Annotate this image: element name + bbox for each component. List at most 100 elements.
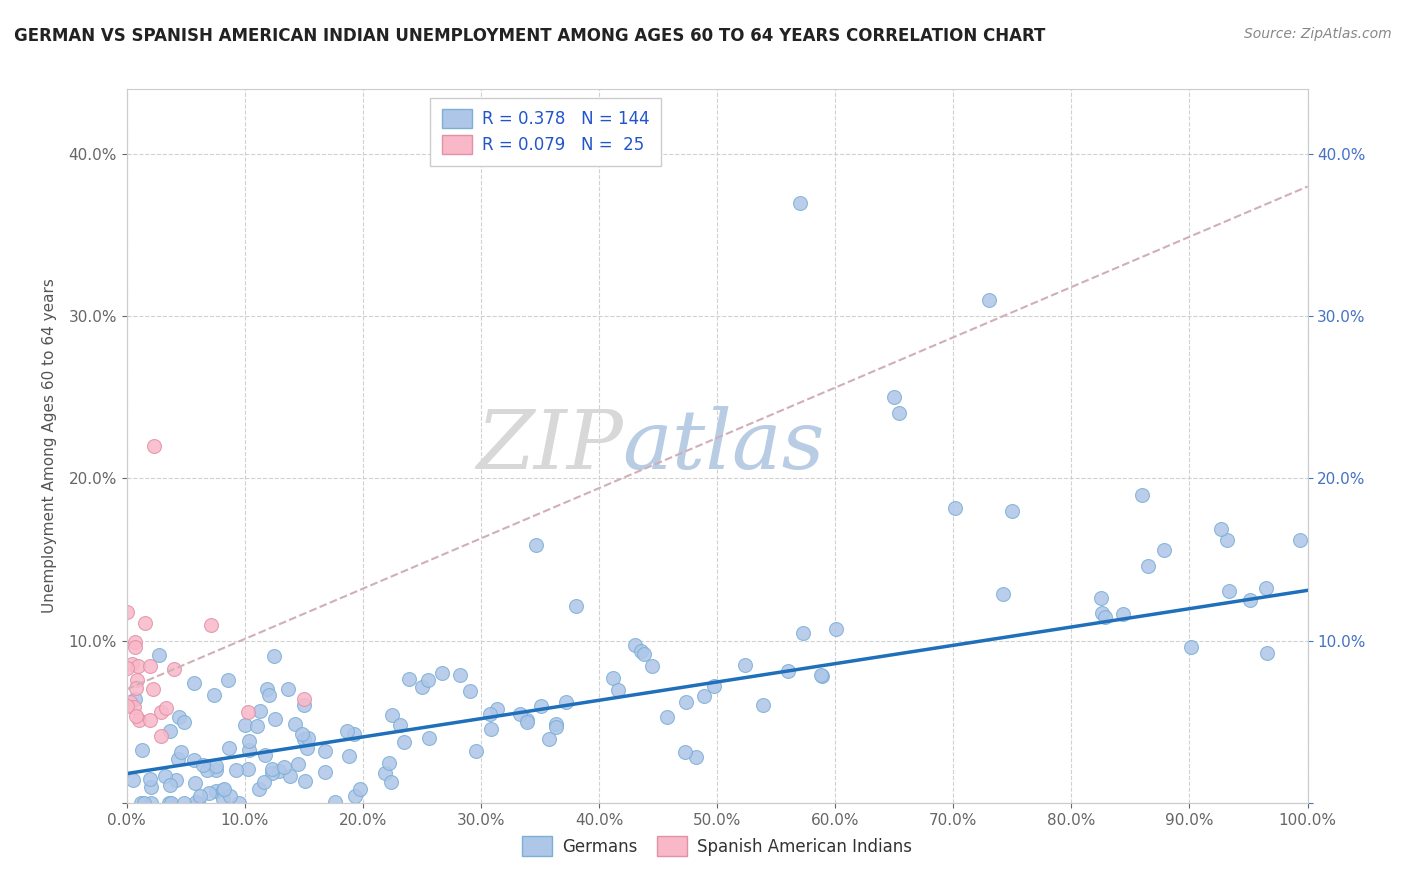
Point bbox=[183, 753, 205, 767]
Point bbox=[159, 724, 181, 739]
Point bbox=[485, 702, 508, 716]
Point bbox=[530, 699, 553, 714]
Point bbox=[1211, 522, 1233, 536]
Point bbox=[789, 195, 811, 210]
Point bbox=[173, 715, 195, 730]
Point bbox=[336, 723, 359, 738]
Point bbox=[544, 720, 567, 734]
Point bbox=[993, 587, 1015, 601]
Point bbox=[212, 782, 235, 797]
Point bbox=[1001, 504, 1024, 518]
Point bbox=[349, 782, 371, 797]
Point bbox=[1136, 558, 1159, 573]
Point bbox=[607, 683, 630, 698]
Point bbox=[159, 796, 181, 810]
Point bbox=[205, 759, 228, 773]
Point bbox=[630, 644, 652, 658]
Point bbox=[195, 763, 218, 777]
Point bbox=[121, 657, 143, 671]
Point bbox=[267, 764, 290, 778]
Point bbox=[127, 659, 149, 673]
Text: atlas: atlas bbox=[623, 406, 825, 486]
Point bbox=[297, 731, 319, 745]
Point bbox=[167, 710, 190, 724]
Point bbox=[125, 673, 148, 687]
Point bbox=[142, 439, 165, 453]
Point bbox=[173, 796, 195, 810]
Point bbox=[153, 769, 176, 783]
Point bbox=[292, 692, 315, 706]
Point bbox=[256, 682, 278, 697]
Point bbox=[238, 743, 260, 757]
Point bbox=[392, 735, 415, 749]
Point bbox=[1153, 543, 1175, 558]
Point bbox=[228, 796, 250, 810]
Point bbox=[254, 748, 277, 763]
Point bbox=[202, 688, 225, 702]
Point bbox=[449, 668, 471, 682]
Point bbox=[284, 716, 307, 731]
Point bbox=[157, 796, 180, 810]
Point bbox=[259, 689, 281, 703]
Point bbox=[673, 745, 696, 759]
Point bbox=[238, 762, 260, 776]
Point bbox=[238, 706, 260, 720]
Point bbox=[751, 698, 773, 713]
Point bbox=[139, 713, 162, 727]
Point bbox=[685, 750, 707, 764]
Point bbox=[139, 796, 162, 810]
Point bbox=[339, 749, 361, 764]
Point bbox=[278, 769, 301, 783]
Point bbox=[260, 766, 283, 780]
Point bbox=[165, 773, 187, 788]
Point bbox=[238, 734, 260, 748]
Point bbox=[200, 617, 222, 632]
Point bbox=[411, 680, 433, 694]
Point bbox=[1094, 610, 1116, 624]
Point bbox=[115, 605, 138, 619]
Point bbox=[142, 682, 165, 697]
Point bbox=[655, 710, 678, 724]
Point bbox=[734, 658, 756, 673]
Text: GERMAN VS SPANISH AMERICAN INDIAN UNEMPLOYMENT AMONG AGES 60 TO 64 YEARS CORRELA: GERMAN VS SPANISH AMERICAN INDIAN UNEMPL… bbox=[14, 27, 1046, 45]
Point bbox=[1256, 646, 1278, 660]
Point bbox=[233, 718, 256, 732]
Point bbox=[253, 774, 276, 789]
Point bbox=[378, 756, 401, 771]
Point bbox=[186, 795, 208, 809]
Point bbox=[416, 673, 439, 687]
Point bbox=[124, 700, 146, 714]
Point bbox=[124, 635, 146, 649]
Point bbox=[150, 705, 173, 719]
Point bbox=[167, 751, 190, 765]
Point bbox=[478, 707, 501, 722]
Point bbox=[115, 699, 138, 714]
Point bbox=[262, 762, 284, 776]
Point bbox=[1091, 606, 1114, 620]
Point bbox=[516, 715, 538, 730]
Point bbox=[516, 713, 538, 727]
Point bbox=[247, 782, 270, 797]
Text: ZIP: ZIP bbox=[475, 406, 623, 486]
Point bbox=[325, 796, 347, 810]
Point bbox=[131, 743, 153, 757]
Point bbox=[294, 774, 316, 789]
Point bbox=[125, 681, 148, 695]
Point bbox=[374, 766, 396, 780]
Point bbox=[389, 718, 412, 732]
Point bbox=[343, 727, 366, 741]
Point bbox=[623, 638, 645, 652]
Point bbox=[693, 689, 716, 703]
Point bbox=[460, 684, 482, 698]
Point bbox=[155, 701, 177, 715]
Point bbox=[134, 615, 156, 630]
Point bbox=[263, 712, 285, 726]
Point bbox=[184, 776, 207, 790]
Point bbox=[295, 740, 318, 755]
Point bbox=[217, 673, 239, 687]
Point bbox=[212, 792, 235, 806]
Point bbox=[1256, 582, 1278, 596]
Legend: Germans, Spanish American Indians: Germans, Spanish American Indians bbox=[515, 830, 920, 863]
Point bbox=[314, 744, 336, 758]
Point bbox=[205, 784, 228, 798]
